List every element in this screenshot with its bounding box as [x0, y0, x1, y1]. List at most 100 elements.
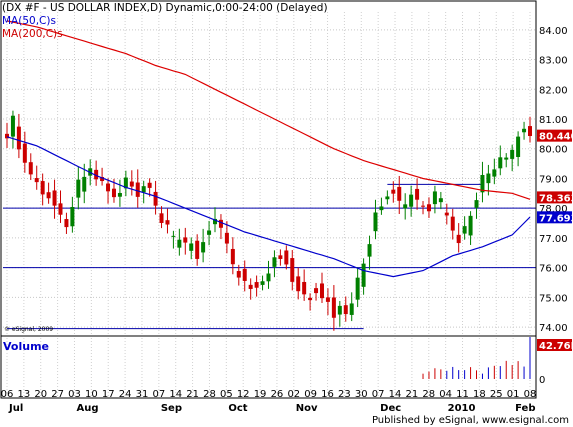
candle-body: [409, 194, 414, 207]
candle-body: [70, 207, 75, 227]
candle-body: [361, 263, 366, 287]
candle-body: [207, 230, 212, 235]
candle-body: [40, 181, 45, 195]
candle-body: [308, 297, 313, 301]
candle-body: [46, 192, 51, 199]
y-tick-label: 80.00: [539, 145, 568, 156]
candle-body: [135, 182, 140, 197]
candle-body: [319, 283, 324, 299]
x-day-label: 14: [169, 389, 182, 400]
y-tick-label: 78.00: [539, 204, 568, 215]
candle-body: [117, 192, 122, 197]
x-month-label: Sep: [161, 403, 182, 414]
value-badge: [537, 129, 572, 142]
candle-body: [218, 219, 223, 228]
chart-title: (DX #F - US DOLLAR INDEX,D) Dynamic,0:00…: [2, 2, 328, 14]
volume-badge-label: 42.76K: [539, 341, 573, 352]
candle-body: [195, 240, 200, 259]
candle-body: [492, 169, 497, 177]
candle-body: [516, 136, 521, 157]
candle-body: [444, 212, 449, 216]
candle-body: [284, 250, 289, 265]
candle-body: [432, 191, 437, 205]
x-day-label: 28: [203, 389, 216, 400]
y-tick-label: 82.00: [539, 85, 568, 96]
candle-body: [391, 189, 396, 194]
x-day-label: 04: [439, 389, 452, 400]
candle-body: [456, 234, 461, 244]
candle-body: [331, 297, 336, 318]
candle-body: [171, 235, 176, 237]
x-day-label: 02: [287, 389, 300, 400]
candle-body: [426, 204, 431, 212]
candle-body: [474, 200, 479, 208]
y-tick-label: 81.00: [539, 115, 568, 126]
candle-body: [325, 297, 330, 302]
candle-body: [260, 281, 265, 285]
candle-body: [296, 276, 301, 292]
x-day-label: 08: [524, 389, 537, 400]
candle-body: [468, 215, 473, 236]
x-day-label: 05: [220, 389, 233, 400]
ma200-line: [6, 20, 531, 200]
candle-body: [510, 149, 515, 159]
volume-badge: [537, 339, 572, 351]
candle-body: [111, 188, 116, 198]
candle-body: [213, 218, 218, 225]
candle-body: [189, 243, 194, 251]
candle-body: [278, 255, 283, 259]
candle-body: [52, 190, 57, 206]
x-day-label: 30: [355, 389, 368, 400]
value-badge: [537, 211, 572, 224]
candle-body: [403, 204, 408, 209]
x-day-label: 06: [1, 389, 14, 400]
candle-body: [123, 177, 128, 189]
candle-body: [450, 216, 455, 231]
candle-body: [498, 157, 503, 169]
volume-grid: [6, 338, 531, 398]
x-day-label: 21: [406, 389, 419, 400]
volume-zero-label: 0: [539, 375, 545, 386]
candle-body: [421, 205, 426, 207]
candle-body: [290, 258, 295, 282]
candle-body: [367, 244, 372, 257]
x-month-label: Dec: [380, 403, 401, 414]
price-grid: [3, 12, 536, 336]
candle-body: [230, 248, 235, 265]
candle-body: [201, 242, 206, 253]
x-day-label: 12: [237, 389, 250, 400]
x-day-label: 14: [389, 389, 402, 400]
x-day-label: 17: [102, 389, 115, 400]
candle-body: [10, 115, 15, 137]
candle-body: [28, 162, 33, 175]
candle-body: [337, 305, 342, 315]
x-day-label: 28: [422, 389, 435, 400]
candle-body: [373, 212, 378, 232]
candle-body: [462, 226, 467, 234]
candle-body: [349, 303, 354, 315]
candle-body: [266, 273, 271, 282]
candle-body: [355, 277, 360, 300]
moving-averages: [6, 20, 531, 278]
y-tick-label: 74.00: [539, 323, 568, 334]
x-day-label: 09: [304, 389, 317, 400]
y-tick-label: 83.00: [539, 56, 568, 67]
x-day-label: 25: [490, 389, 503, 400]
ma50-legend: MA(50,C)s: [2, 15, 56, 27]
x-month-label: Jul: [8, 403, 23, 414]
candle-body: [254, 282, 259, 288]
x-month-label: 2010: [448, 403, 476, 414]
x-day-label: 20: [34, 389, 47, 400]
candle-body: [397, 186, 402, 201]
ma200-legend: MA(200,C)s: [2, 28, 63, 40]
x-day-label: 11: [456, 389, 469, 400]
value-badge: [537, 191, 572, 204]
x-day-label: 10: [85, 389, 98, 400]
price-bars: [5, 110, 532, 331]
y-tick-label: 79.00: [539, 174, 568, 185]
x-day-label: 13: [18, 389, 31, 400]
candle-body: [438, 198, 443, 203]
x-month-label: Oct: [228, 403, 247, 414]
value-badge-label: 78.363: [539, 193, 573, 204]
y-tick-label: 75.00: [539, 293, 568, 304]
